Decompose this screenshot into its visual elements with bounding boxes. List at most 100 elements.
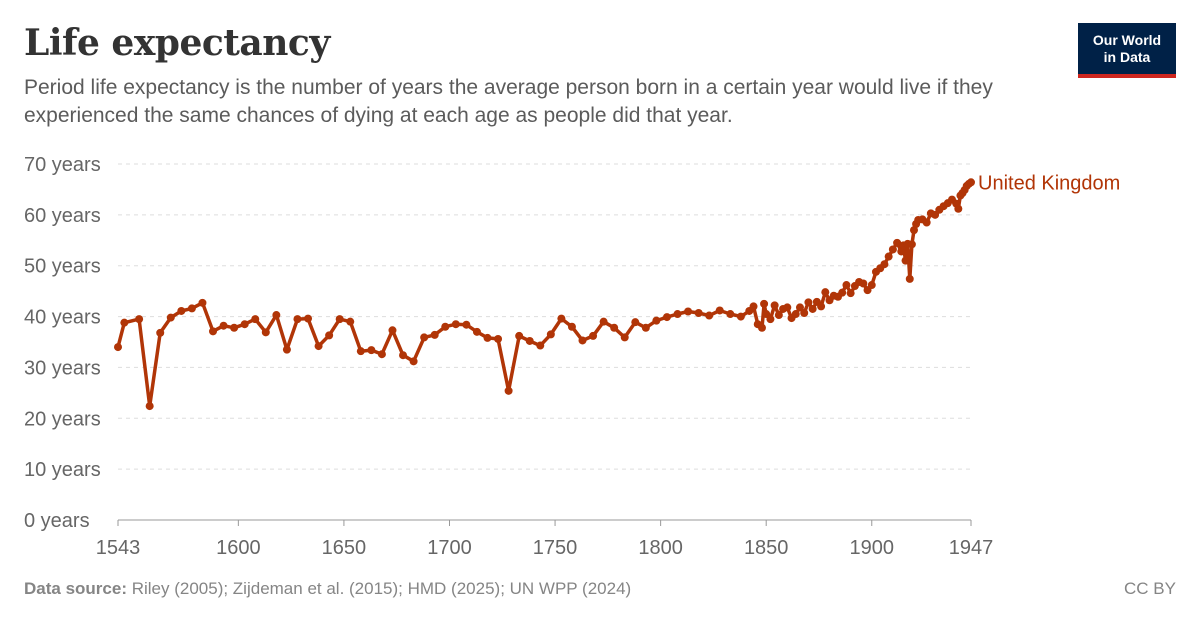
- x-tick-label: 1800: [638, 537, 683, 559]
- data-point: [620, 333, 629, 342]
- data-point: [893, 238, 902, 247]
- x-tick-label: 1600: [216, 537, 261, 559]
- data-point: [715, 306, 724, 315]
- data-point: [120, 318, 129, 327]
- data-point: [209, 327, 218, 336]
- data-point: [791, 310, 800, 319]
- data-point: [817, 302, 826, 311]
- data-point: [198, 298, 207, 307]
- data-point: [251, 315, 260, 324]
- data-point: [399, 351, 408, 360]
- data-point: [800, 309, 809, 318]
- x-tick-label: 1700: [427, 537, 472, 559]
- data-point: [838, 288, 847, 297]
- data-point: [884, 252, 893, 261]
- data-point: [282, 345, 291, 354]
- data-point: [905, 274, 914, 283]
- logo-line-2: in Data: [1103, 48, 1151, 65]
- data-source-text[interactable]: Riley (2005); Zijdeman et al. (2015); HM…: [126, 579, 632, 598]
- data-point: [483, 333, 492, 342]
- data-point: [304, 314, 313, 323]
- data-point: [867, 281, 876, 290]
- data-point: [726, 310, 735, 319]
- data-point: [821, 288, 830, 297]
- data-point: [967, 178, 975, 187]
- data-point: [610, 323, 619, 332]
- data-point: [652, 316, 661, 325]
- y-tick-label: 20 years: [24, 408, 101, 430]
- data-point: [578, 336, 587, 345]
- data-point: [187, 304, 196, 313]
- data-point: [557, 314, 566, 323]
- data-point: [546, 330, 555, 339]
- data-point: [766, 315, 775, 324]
- data-point: [335, 315, 344, 324]
- owid-logo[interactable]: Our World in Data: [1078, 23, 1176, 78]
- data-point: [261, 328, 270, 337]
- data-point: [135, 315, 144, 324]
- data-point: [783, 303, 792, 312]
- y-tick-label: 40 years: [24, 307, 101, 329]
- data-point: [346, 317, 355, 326]
- data-source-label: Data source:: [24, 579, 127, 598]
- data-point: [441, 322, 450, 331]
- data-point: [631, 318, 640, 327]
- series-layer: United Kingdom: [114, 172, 1120, 411]
- data-point: [156, 328, 165, 337]
- data-point: [430, 330, 439, 339]
- data-point: [770, 301, 779, 310]
- data-point: [420, 333, 429, 342]
- data-point: [599, 317, 608, 326]
- data-point: [859, 279, 868, 288]
- data-point: [325, 331, 334, 340]
- y-tick-label: 10 years: [24, 459, 101, 481]
- footer: Data source: Riley (2005); Zijdeman et a…: [24, 579, 1176, 599]
- data-point: [377, 350, 386, 359]
- y-tick-label: 50 years: [24, 256, 101, 278]
- data-point: [736, 312, 745, 321]
- data-point: [356, 347, 365, 356]
- data-point: [240, 320, 249, 329]
- data-point: [804, 298, 813, 307]
- data-point: [494, 334, 503, 343]
- y-tick-label: 70 years: [24, 154, 101, 176]
- data-point: [230, 323, 239, 332]
- license-link[interactable]: CC BY: [1124, 579, 1176, 598]
- data-point: [166, 313, 175, 322]
- data-point: [515, 331, 524, 340]
- x-tick-label: 1900: [850, 537, 895, 559]
- data-point: [757, 323, 766, 332]
- data-point: [662, 313, 671, 322]
- data-point: [314, 342, 323, 351]
- chart-title: Life expectancy: [24, 22, 330, 64]
- data-point: [846, 289, 855, 298]
- data-point: [536, 341, 545, 350]
- data-point: [954, 204, 963, 213]
- y-tick-label: 0 years: [24, 510, 90, 532]
- data-point: [705, 311, 714, 320]
- data-point: [808, 304, 817, 313]
- data-point: [293, 315, 302, 324]
- y-tick-label: 30 years: [24, 357, 101, 379]
- data-point: [451, 320, 460, 329]
- data-point: [114, 343, 122, 352]
- data-point: [774, 311, 783, 320]
- data-point: [760, 299, 769, 308]
- data-point: [907, 240, 916, 249]
- data-point: [922, 218, 931, 227]
- data-point: [901, 256, 910, 265]
- data-point: [589, 331, 598, 340]
- data-point: [694, 309, 703, 318]
- data-point: [462, 320, 471, 329]
- data-point: [795, 303, 804, 312]
- data-point: [177, 306, 186, 315]
- x-tick-label: 1750: [533, 537, 578, 559]
- data-point: [272, 311, 281, 320]
- x-tick-label: 1650: [322, 537, 367, 559]
- data-point: [504, 386, 513, 395]
- data-point: [145, 402, 154, 411]
- logo-line-1: Our World: [1092, 31, 1162, 48]
- x-tick-label: 1543: [96, 537, 141, 559]
- data-point: [673, 310, 682, 319]
